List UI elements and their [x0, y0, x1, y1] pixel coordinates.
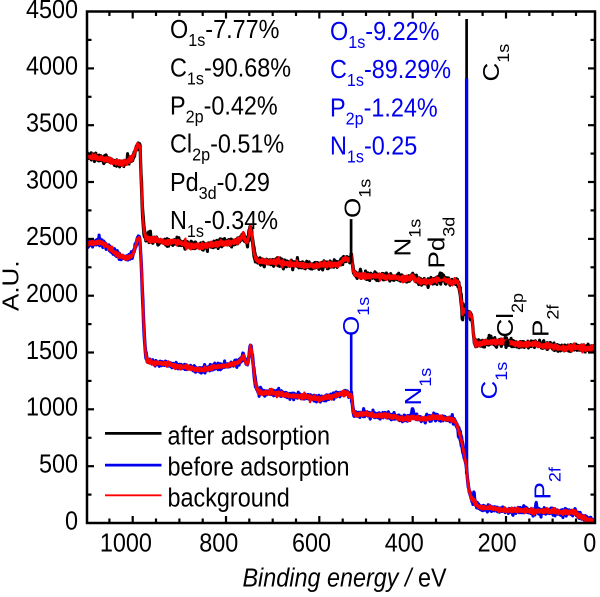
svg-text:4500: 4500	[26, 0, 78, 24]
svg-text:before adsorption: before adsorption	[168, 454, 350, 482]
svg-text:0: 0	[583, 529, 596, 557]
svg-text:2500: 2500	[26, 223, 78, 251]
svg-text:Binding energy / eV: Binding energy / eV	[242, 564, 447, 592]
svg-text:600: 600	[292, 529, 331, 557]
svg-text:400: 400	[385, 529, 424, 557]
svg-text:200: 200	[478, 529, 517, 557]
svg-text:N1s-0.25: N1s-0.25	[330, 132, 417, 166]
svg-text:after adsorption: after adsorption	[168, 422, 331, 450]
svg-text:2000: 2000	[26, 280, 78, 308]
svg-text:1000: 1000	[26, 394, 78, 422]
svg-text:1500: 1500	[26, 337, 78, 365]
svg-text:A.U.: A.U.	[0, 260, 24, 311]
svg-text:3000: 3000	[26, 166, 78, 194]
svg-text:background: background	[168, 484, 290, 512]
svg-text:4000: 4000	[26, 53, 78, 81]
svg-text:Cl2p: Cl2p	[493, 293, 527, 338]
svg-text:1000: 1000	[100, 529, 152, 557]
svg-text:500: 500	[39, 450, 78, 478]
svg-text:0: 0	[65, 507, 78, 535]
svg-text:800: 800	[199, 529, 238, 557]
svg-text:3500: 3500	[26, 109, 78, 137]
